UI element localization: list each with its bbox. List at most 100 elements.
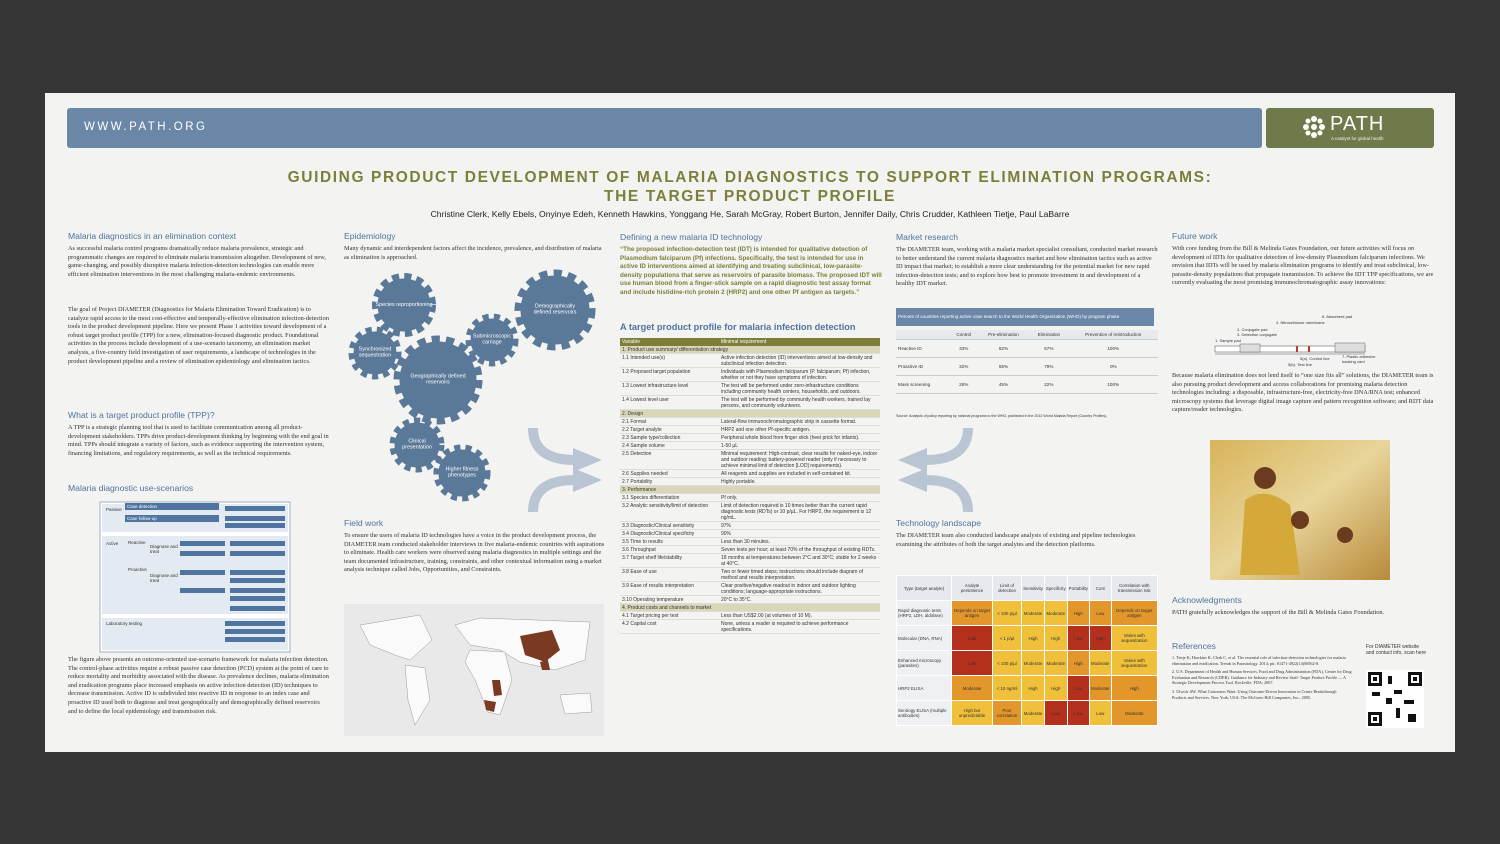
heading: Market research	[896, 232, 959, 242]
group-row: 2. Design	[620, 409, 880, 418]
paragraph: The DIAMETER team also conducted landsca…	[896, 532, 1136, 548]
table-cell: 3.9 Ease of results interpretation	[620, 581, 719, 596]
table-cell: 22%	[1029, 375, 1069, 394]
strip-label: 5(a). Control line	[1300, 356, 1330, 361]
table-cell: 0%	[1068, 357, 1158, 376]
table-cell: 1.2 Proposed target population	[620, 367, 719, 382]
test-strip	[1214, 342, 1366, 355]
table-cell: 82%	[977, 339, 1030, 358]
photo	[1210, 440, 1390, 580]
heading: A target product profile for malaria inf…	[620, 322, 856, 332]
table-cell: < 100 p/µl	[991, 650, 1023, 676]
table-cell: Less than US$2.00 (at volumes of 10 M).	[719, 611, 880, 620]
heading: Technology landscape	[896, 518, 982, 528]
table-cell: Moderate	[1043, 600, 1068, 626]
table-cell: Low	[951, 625, 993, 651]
paragraph: Because malaria elimination does not len…	[1172, 372, 1434, 414]
table-cell: 28%	[949, 375, 978, 394]
table-cell: 78%	[1029, 357, 1069, 376]
table-cell: Individuals with Plasmodium falciparum (…	[719, 367, 880, 382]
column-header: Specificity	[1043, 575, 1068, 601]
table-cell: Moderate	[951, 675, 993, 701]
table-cell: 55%	[977, 357, 1030, 376]
gear-label: Clinical presentation	[402, 438, 432, 451]
table-cell: 1.4 Lowest level user	[620, 395, 719, 410]
url: WWW.PATH.ORG	[84, 121, 208, 133]
heading: Future work	[1172, 231, 1218, 241]
table-cell: 3.4 Diagnostic/Clinical specificity	[620, 529, 719, 538]
header-bar	[67, 108, 1262, 148]
table-cell: Depends on target antigen	[1110, 600, 1158, 626]
figure-label: Passive	[106, 507, 122, 512]
logo-box	[1266, 108, 1434, 148]
table-cell: High	[1088, 625, 1112, 651]
table-row: 3.6 Throughput Seven tests per hour; at l…	[620, 545, 880, 554]
table-cell: High	[1066, 600, 1090, 626]
table-cell: 90%	[719, 529, 880, 538]
table-cell: Enhanced microscopy (parasites)	[895, 650, 953, 676]
title-line: GUIDING PRODUCT DEVELOPMENT OF MALARIA D…	[287, 169, 1213, 186]
table-cell: Low	[1066, 700, 1090, 726]
column-header: Elimination	[1029, 330, 1069, 340]
table-cell: 4.1 Target pricing per test	[620, 611, 719, 620]
strip-label: 3. Detection conjugate	[1237, 332, 1277, 337]
table-cell: 45%	[977, 375, 1030, 394]
table-cell: Proactive ID	[896, 357, 950, 376]
group-row: 4. Product costs and channels to market	[620, 603, 880, 612]
table-cell: Lateral-flow immunochromatographic strip…	[719, 417, 880, 426]
figure-label: Proactive	[128, 567, 147, 572]
gear-label: Demographically defined reservoirs	[533, 303, 577, 316]
heading: Malaria diagnostics in an elimination co…	[68, 231, 237, 241]
table-cell: 20°C to 35°C.	[719, 595, 880, 604]
heading: What is a target product profile (TPP)?	[68, 410, 215, 420]
table-cell: HRP2 ELISA	[895, 675, 953, 701]
table-cell: Low	[1066, 675, 1090, 701]
paragraph: PATH gratefully acknowledges the support…	[1172, 609, 1385, 616]
table-cell: Moderate	[1043, 650, 1068, 676]
title-line: THE TARGET PRODUCT PROFILE	[604, 188, 896, 205]
logo-tagline: A catalyst for global health	[1331, 136, 1384, 141]
group-cell: 2. Design	[620, 409, 880, 418]
table-cell: < 1 p/µl	[991, 625, 1023, 651]
table-cell: Clear positive/negative readout in indoo…	[719, 581, 880, 596]
table-cell: Moderate	[1021, 600, 1045, 626]
group-cell: 4. Product costs and channels to market	[620, 603, 880, 612]
table-row: 2.1 Format Lateral-flow immunochromatogra…	[620, 417, 880, 426]
table-cell: 4.2 Capital cost	[620, 619, 719, 634]
strip-label: 6. Absorbent pad	[1322, 314, 1353, 319]
table-cell: 2.2 Target analyte	[620, 425, 719, 434]
reference: 1. Tietje K, Hawkins K, Clerk C, et al. …	[1172, 655, 1346, 666]
table-cell: Moderate	[1021, 650, 1045, 676]
table-cell: Varies with sequestration	[1110, 625, 1158, 651]
table-cell: Poor correlation	[991, 700, 1023, 726]
strip-label: 4. Nitrocellulose membrane	[1276, 320, 1325, 325]
group-cell: 1. Product use summary/ differentiation …	[620, 346, 880, 354]
table-title: Percent of countries reporting active ca…	[896, 308, 1154, 326]
group-row: 3. Performance	[620, 485, 880, 494]
heading: Field work	[344, 518, 384, 528]
table-row: 4.1 Target pricing per test Less than US$…	[620, 611, 880, 620]
heading: References	[1172, 641, 1216, 651]
authors: Christine Clerk, Kelly Ebels, Onyinye Ed…	[430, 209, 1070, 219]
flow-arrows	[528, 427, 973, 513]
gear-label: Species reproportioning	[375, 301, 433, 308]
table-cell: All reagents and supplies are included i…	[719, 469, 880, 478]
column-header: Prevention of reintroduction	[1068, 330, 1158, 340]
figure-label: Reactive	[128, 540, 146, 545]
table-cell: Highly portable.	[719, 477, 880, 486]
table-row: 3.8 Ease of use Two or fewer timed steps;…	[620, 567, 880, 582]
table-cell: 67%	[1029, 339, 1069, 358]
table-cell: High but unpredictable	[951, 700, 993, 726]
table-cell: 32%	[949, 357, 978, 376]
heading: Malaria diagnostic use-scenarios	[68, 483, 194, 493]
paragraph: To ensure the users of malaria ID techno…	[344, 532, 605, 574]
use-scenario-figure	[99, 501, 291, 653]
figure-label: Diagnose and treat	[150, 544, 178, 554]
table-row: 2.7 Portability Highly portable.	[620, 477, 880, 486]
column-header: Control	[949, 330, 978, 340]
logo-text: PATH	[1330, 113, 1385, 135]
table-cell: Seven tests per hour; at least 70% of th…	[719, 545, 880, 554]
gear-label: Submicroscopic carriage	[472, 333, 512, 346]
table-cell: 2.7 Portability	[620, 477, 719, 486]
